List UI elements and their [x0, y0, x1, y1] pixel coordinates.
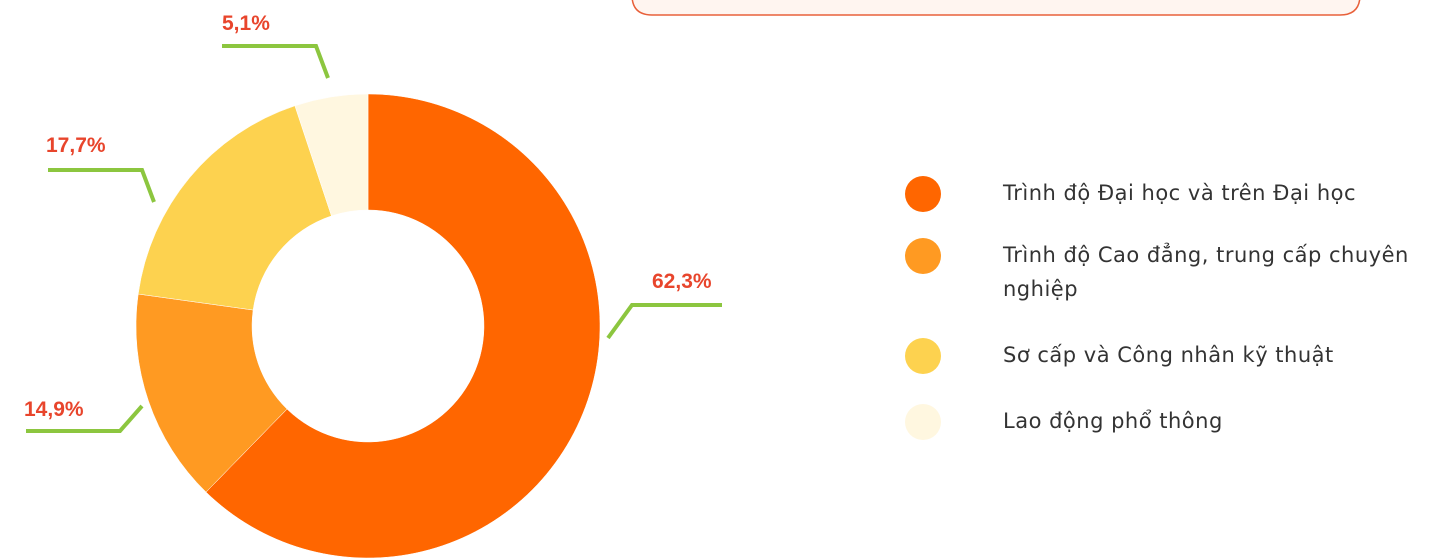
leader-line: [26, 404, 144, 433]
legend-item: Sơ cấp và Công nhân kỹ thuật: [905, 338, 1425, 374]
legend-item: Lao động phổ thông: [905, 404, 1425, 440]
leader-line: [222, 44, 330, 79]
legend-label: Trình độ Cao đẳng, trung cấp chuyên nghi…: [1003, 243, 1409, 301]
legend-label: Sơ cấp và Công nhân kỹ thuật: [1003, 343, 1334, 367]
leader-line: [606, 303, 722, 340]
legend-item: Trình độ Cao đẳng, trung cấp chuyên nghi…: [905, 238, 1425, 306]
value-label: 14,9%: [24, 398, 84, 421]
donut-slice: [137, 105, 332, 311]
donut-slice: [294, 93, 369, 217]
leader-line: [48, 168, 156, 203]
legend-label: Trình độ Đại học và trên Đại học: [1003, 181, 1357, 205]
legend-dot: [905, 176, 941, 212]
donut-slice: [135, 293, 288, 493]
value-label: 62,3%: [652, 270, 712, 293]
legend-dot: [905, 404, 941, 440]
legend-dot: [905, 338, 941, 374]
donut-slice: [205, 93, 601, 558]
legend-dot: [905, 238, 941, 274]
info-box: [631, 0, 1361, 16]
legend-item: Trình độ Đại học và trên Đại học: [905, 176, 1425, 212]
value-label: 5,1%: [222, 12, 270, 35]
legend-label: Lao động phổ thông: [1003, 409, 1223, 433]
value-label: 17,7%: [46, 134, 106, 157]
